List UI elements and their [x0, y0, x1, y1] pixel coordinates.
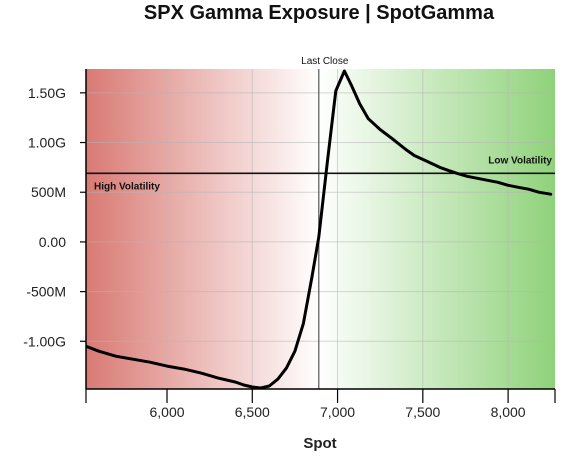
grid-lines [86, 69, 555, 389]
y-tick-label: -1.00G [23, 333, 66, 349]
y-tick-label: 500M [31, 184, 66, 200]
x-tick-label: 6,500 [235, 404, 270, 420]
low-volatility-label: Low Volatility [488, 155, 552, 166]
y-tick-label: 1.50G [28, 85, 66, 101]
x-tick-label: 8,000 [491, 404, 526, 420]
gamma-exposure-line [86, 69, 553, 389]
chart-title: SPX Gamma Exposure | SpotGamma [144, 2, 495, 24]
y-tick-label: 0.00 [39, 234, 66, 250]
x-axis-title: Spot [303, 435, 336, 452]
x-axis-ticks: 6,000 6,500 7,000 7,500 8,000 [85, 389, 556, 420]
x-tick-label: 7,000 [320, 404, 355, 420]
x-tick-label: 7,500 [405, 404, 440, 420]
y-axis-ticks: 1.50G 1.00G 500M 0.00 -500M -1.00G [23, 85, 86, 349]
x-tick-label: 6,000 [149, 404, 184, 420]
last-close-label: Last Close [301, 56, 349, 67]
y-tick-label: 1.00G [28, 135, 66, 151]
high-volatility-label: High Volatility [94, 181, 160, 192]
y-tick-label: -500M [26, 284, 66, 300]
